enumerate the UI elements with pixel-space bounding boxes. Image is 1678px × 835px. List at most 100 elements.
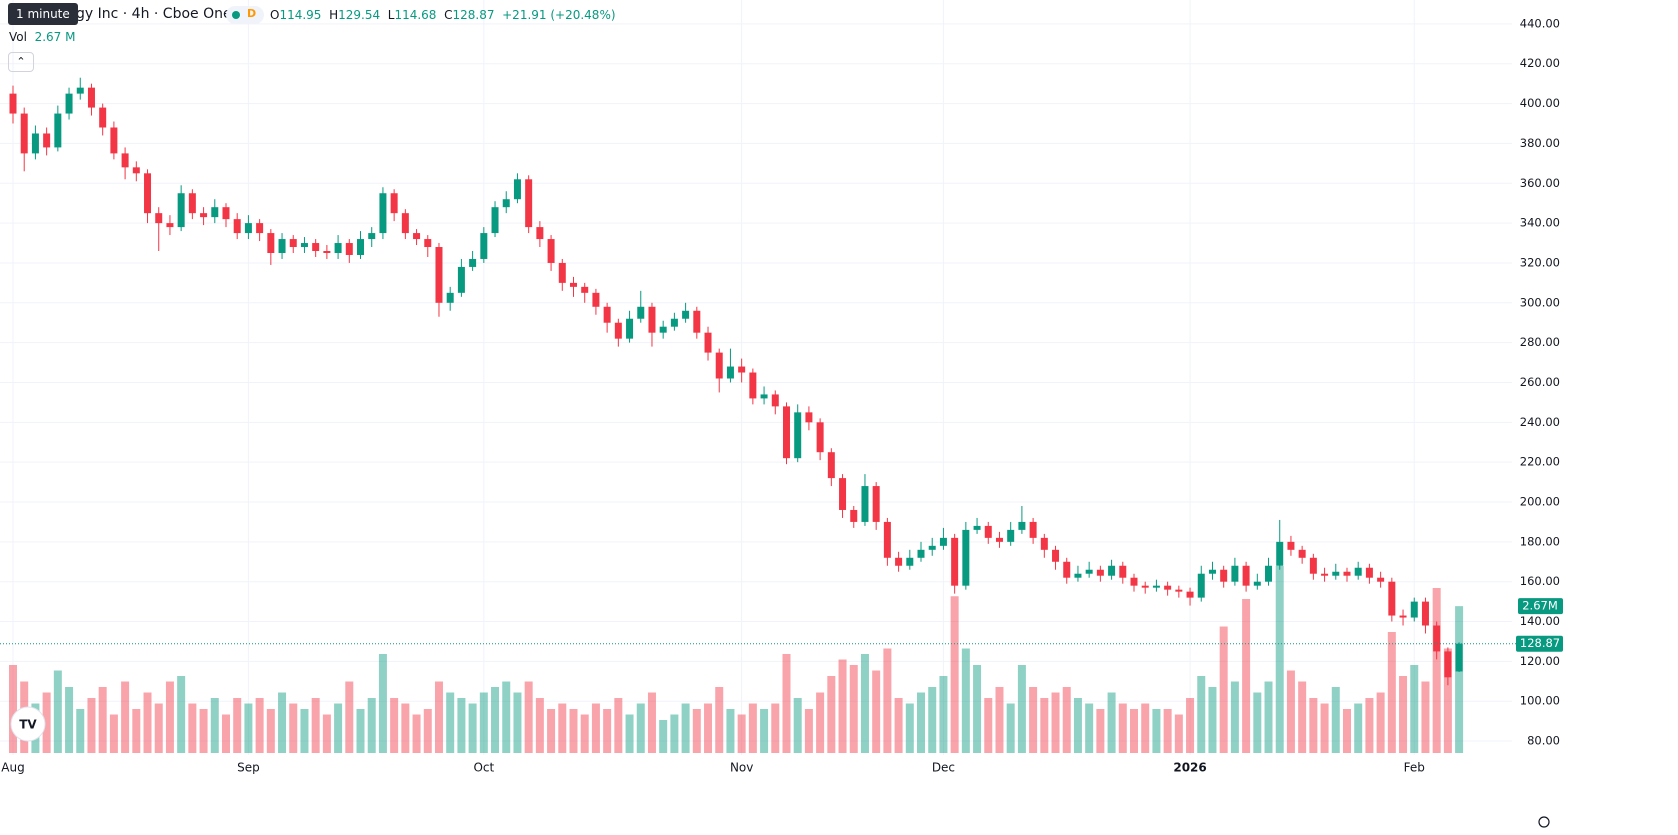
volume-bar	[434, 681, 443, 753]
volume-bar	[1331, 687, 1340, 753]
collapse-button[interactable]: ⌃	[8, 52, 34, 72]
x-tick-label: Sep	[237, 761, 260, 775]
candle-body	[480, 233, 488, 259]
candle-body	[547, 239, 555, 263]
volume-bar	[1197, 676, 1206, 753]
volume-bar	[1286, 670, 1295, 753]
volume-bar	[65, 687, 74, 753]
volume-bar	[266, 709, 275, 753]
volume-bar	[905, 703, 914, 753]
volume-bar	[973, 665, 982, 753]
volume-bar	[390, 698, 399, 753]
y-tick-label: 320.00	[1520, 255, 1560, 269]
volume-bar	[558, 703, 567, 753]
candle-body	[424, 239, 432, 248]
candle-body	[581, 286, 589, 293]
candle-body	[1175, 589, 1183, 592]
candle-body	[839, 478, 847, 510]
watermark-logo: TV	[10, 706, 46, 742]
candle-body	[939, 537, 947, 546]
candle-body	[368, 233, 376, 240]
volume-bar	[502, 681, 511, 753]
candle-body	[704, 332, 712, 353]
volume-bar	[9, 665, 17, 753]
candle-body	[502, 199, 510, 208]
candle-body	[1074, 573, 1082, 578]
candle-body	[76, 87, 84, 94]
status-pill[interactable]: D	[226, 6, 264, 24]
candle-body	[1276, 541, 1284, 566]
candle-body	[883, 521, 891, 558]
y-tick-label: 100.00	[1520, 694, 1560, 708]
volume-bar	[659, 720, 668, 753]
volume-bar	[849, 665, 858, 753]
volume-bar	[1376, 692, 1385, 753]
volume-bar	[1320, 703, 1329, 753]
candle-body	[1085, 569, 1093, 574]
volume-bar	[1421, 681, 1430, 753]
status-dot	[232, 11, 240, 19]
x-tick-label: Dec	[932, 761, 955, 775]
candle-body	[962, 529, 970, 586]
candle-body	[648, 306, 656, 333]
candle-body	[984, 525, 992, 538]
volume-badge-label: 2.67M	[1522, 599, 1558, 613]
candle-body	[906, 557, 914, 566]
volume-bar	[860, 654, 869, 753]
volume-bar	[670, 714, 679, 753]
volume-bar	[524, 681, 533, 753]
y-tick-label: 220.00	[1520, 455, 1560, 469]
candle-body	[782, 406, 790, 459]
volume-bar	[1443, 648, 1452, 753]
volume-bar	[894, 698, 903, 753]
candle-body	[1119, 565, 1127, 578]
volume-bar	[345, 681, 354, 753]
candle-body	[289, 239, 297, 248]
candle-body	[1298, 549, 1306, 558]
volume-bar	[569, 709, 578, 753]
candle-body	[682, 310, 690, 319]
volume-bar	[423, 709, 432, 753]
candle-body	[917, 549, 925, 558]
candle-body	[222, 207, 230, 220]
y-tick-label: 140.00	[1520, 614, 1560, 628]
volume-bar	[378, 654, 387, 753]
volume-bar	[827, 676, 836, 753]
volume-bar	[1365, 698, 1374, 753]
volume-bar	[535, 698, 544, 753]
candle-body	[334, 243, 342, 253]
volume-bar	[636, 703, 645, 753]
volume-bar	[1051, 692, 1060, 753]
volume-bar	[87, 698, 96, 753]
volume-bar	[961, 648, 970, 753]
candle-body	[54, 113, 62, 148]
volume-bar	[1096, 709, 1105, 753]
volume-bar	[547, 709, 556, 753]
volume-bar	[715, 687, 724, 753]
candle-body	[121, 153, 129, 168]
volume-bar	[950, 596, 959, 753]
settings-icon[interactable]	[1538, 816, 1550, 828]
candle-body	[390, 193, 398, 214]
volume-bar	[838, 659, 847, 753]
candle-body	[401, 213, 409, 234]
candle-body	[1253, 581, 1261, 586]
candle-body	[144, 173, 152, 214]
volume-bar	[76, 709, 85, 753]
candle-body	[1152, 585, 1160, 588]
candle-body	[693, 310, 701, 333]
y-tick-label: 160.00	[1520, 574, 1560, 588]
candle-body	[87, 87, 95, 108]
candle-body	[43, 133, 51, 148]
candle-body	[132, 167, 140, 174]
candle-body	[1455, 643, 1463, 672]
symbol-title: gy Inc · 4h · Cboe One	[76, 6, 232, 22]
tooltip: 1 minute	[8, 3, 78, 25]
candle-body	[1063, 561, 1071, 578]
volume-bar	[1399, 676, 1408, 753]
x-tick-label: Feb	[1404, 761, 1425, 775]
ohlc-legend: O114.95 H129.54 L114.68 C128.87 +21.91 (…	[270, 8, 616, 22]
candle-body	[816, 422, 824, 453]
